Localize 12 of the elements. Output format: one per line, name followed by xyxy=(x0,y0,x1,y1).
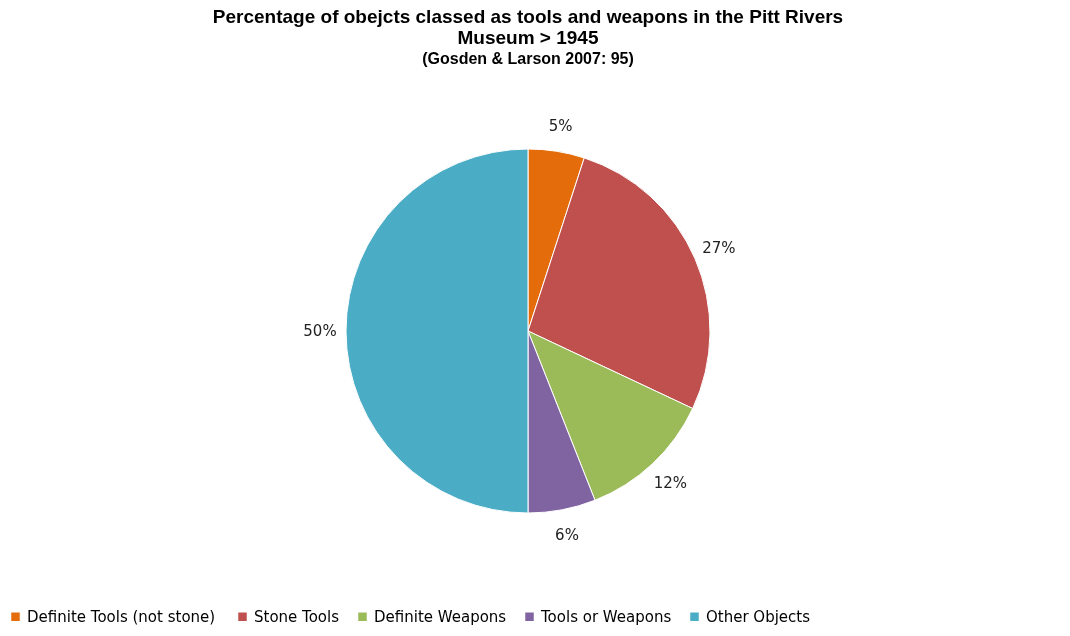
legend-label: Stone Tools xyxy=(254,607,340,626)
chart-title: Percentage of obejcts classed as tools and weapons in the Pitt Rivers Museum > 1945 xyxy=(212,6,844,48)
data-label: 27% xyxy=(702,239,736,258)
data-label: 5% xyxy=(548,116,573,135)
chart-subtitle: (Gosden & Larson 2007: 95) xyxy=(422,50,634,67)
data-label: 50% xyxy=(303,322,337,340)
legend-label: Definite Weapons xyxy=(374,607,507,626)
legend-label: Tools or Weapons xyxy=(540,607,672,626)
data-label: 6% xyxy=(555,526,579,545)
data-label: 12% xyxy=(653,473,688,492)
legend-label: Definite Tools (not stone) xyxy=(27,607,216,626)
legend-label: Other Objects xyxy=(706,607,811,626)
